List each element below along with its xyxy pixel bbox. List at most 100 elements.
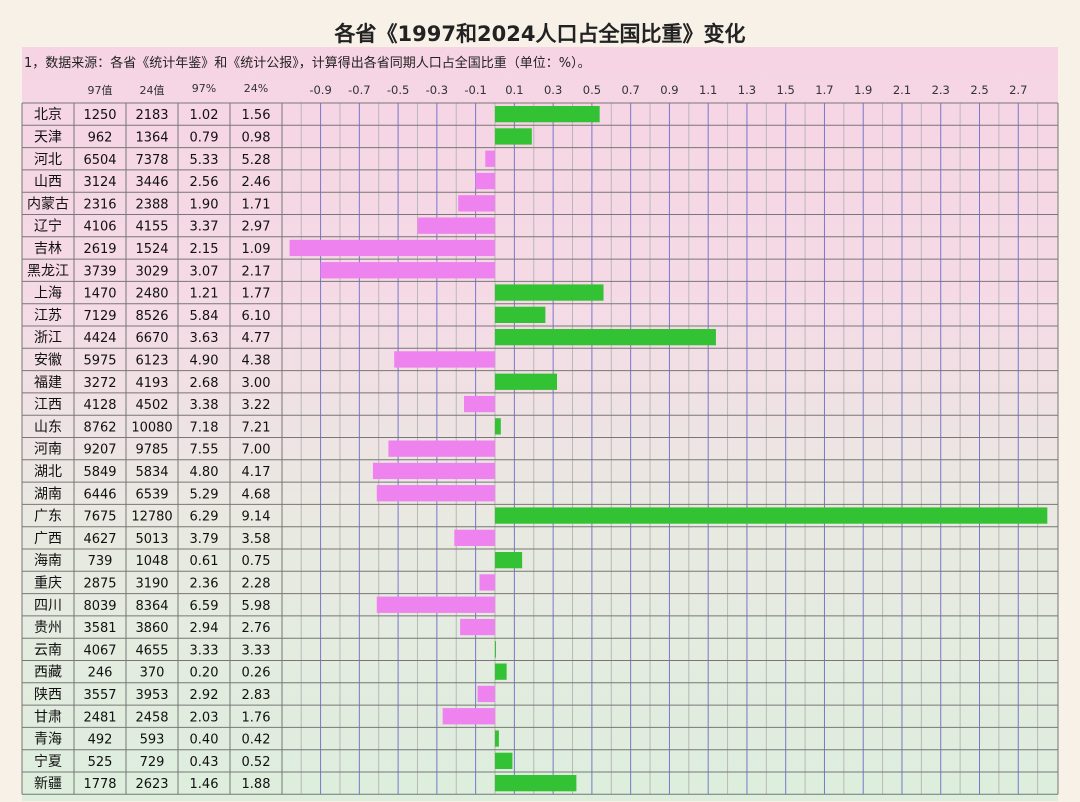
cell-p97: 3.37 bbox=[190, 220, 219, 235]
header-p24: 24% bbox=[243, 82, 269, 95]
cell-v97: 4424 bbox=[83, 331, 116, 346]
cell-v24: 4155 bbox=[135, 220, 168, 235]
cell-p24: 1.56 bbox=[242, 108, 271, 123]
bar-江苏 bbox=[495, 306, 546, 323]
cell-p24: 0.52 bbox=[242, 755, 271, 770]
cell-v97: 3739 bbox=[83, 264, 116, 279]
cell-v24: 3953 bbox=[135, 688, 168, 703]
cell-v24: 4502 bbox=[135, 398, 168, 413]
cell-v24: 3860 bbox=[135, 621, 168, 636]
cell-v97: 739 bbox=[88, 554, 113, 569]
cell-v97: 8039 bbox=[83, 599, 116, 614]
cell-v24: 8526 bbox=[135, 309, 168, 324]
chart-panel bbox=[22, 47, 1058, 801]
cell-p24: 3.58 bbox=[242, 532, 271, 547]
x-tick-label: 1.1 bbox=[699, 83, 717, 97]
cell-p24: 3.33 bbox=[242, 643, 271, 658]
cell-p97: 2.68 bbox=[190, 376, 219, 391]
cell-p97: 3.38 bbox=[190, 398, 219, 413]
source-note: 1，数据来源：各省《统计年鉴》和《统计公报》，计算得出各省同期人口占全国比重（单… bbox=[24, 56, 591, 71]
x-tick-label: -0.1 bbox=[464, 83, 486, 97]
bar-内蒙古 bbox=[458, 195, 495, 212]
header-p97: 97% bbox=[191, 82, 217, 95]
province-name: 江西 bbox=[34, 397, 62, 413]
cell-p97: 2.36 bbox=[190, 576, 219, 591]
cell-p24: 4.38 bbox=[242, 353, 271, 368]
cell-v97: 4106 bbox=[83, 220, 116, 235]
cell-p24: 1.71 bbox=[242, 197, 271, 212]
cell-p24: 2.76 bbox=[242, 621, 271, 636]
cell-v24: 12780 bbox=[131, 510, 172, 525]
cell-p97: 2.03 bbox=[190, 710, 219, 725]
cell-p24: 4.77 bbox=[242, 331, 271, 346]
cell-v24: 1364 bbox=[135, 130, 168, 145]
province-name: 湖北 bbox=[34, 464, 62, 480]
cell-v24: 729 bbox=[140, 755, 165, 770]
bar-陕西 bbox=[477, 685, 495, 703]
cell-p97: 2.56 bbox=[190, 175, 219, 190]
bar-北京 bbox=[495, 106, 600, 123]
x-tick-label: 0.7 bbox=[622, 83, 640, 97]
cell-p24: 0.75 bbox=[242, 554, 271, 569]
bar-西藏 bbox=[495, 663, 507, 680]
cell-p97: 1.02 bbox=[190, 108, 219, 123]
province-name: 云南 bbox=[34, 642, 62, 658]
bar-辽宁 bbox=[417, 217, 495, 234]
cell-p24: 6.10 bbox=[242, 309, 271, 324]
x-tick-label: -0.3 bbox=[426, 83, 448, 97]
x-tick-label: -0.5 bbox=[387, 83, 409, 97]
province-name: 湖南 bbox=[34, 486, 62, 502]
bar-安徽 bbox=[394, 351, 495, 368]
cell-p97: 0.40 bbox=[190, 733, 219, 748]
cell-v24: 3029 bbox=[135, 264, 168, 279]
province-name: 浙江 bbox=[34, 330, 62, 346]
bar-湖南 bbox=[376, 485, 495, 502]
cell-v24: 4655 bbox=[135, 643, 168, 658]
cell-v97: 6504 bbox=[83, 153, 116, 168]
bar-浙江 bbox=[495, 329, 716, 346]
cell-v24: 3190 bbox=[135, 576, 168, 591]
cell-v97: 1250 bbox=[83, 108, 116, 123]
cell-v24: 370 bbox=[140, 666, 165, 681]
cell-v24: 9785 bbox=[135, 443, 168, 458]
cell-p24: 0.98 bbox=[242, 130, 271, 145]
province-name: 辽宁 bbox=[34, 218, 62, 235]
cell-v24: 10080 bbox=[131, 420, 172, 435]
province-name: 广西 bbox=[34, 531, 62, 547]
cell-v97: 3272 bbox=[83, 376, 116, 391]
cell-p24: 3.00 bbox=[242, 376, 271, 391]
cell-v97: 8762 bbox=[83, 420, 116, 435]
x-tick-label: 0.5 bbox=[583, 83, 601, 97]
cell-v24: 1524 bbox=[135, 242, 168, 257]
cell-p97: 0.43 bbox=[190, 755, 219, 770]
bar-重庆 bbox=[479, 574, 495, 591]
cell-p97: 6.29 bbox=[190, 510, 219, 525]
cell-p97: 6.59 bbox=[190, 599, 219, 614]
cell-p97: 5.33 bbox=[190, 153, 219, 168]
province-name: 黑龙江 bbox=[27, 263, 69, 279]
cell-v97: 1778 bbox=[83, 777, 116, 792]
x-tick-label: -0.7 bbox=[348, 83, 370, 97]
cell-p97: 3.07 bbox=[190, 264, 219, 279]
cell-p24: 0.26 bbox=[242, 666, 271, 681]
cell-p24: 1.76 bbox=[242, 710, 271, 725]
cell-p24: 5.98 bbox=[242, 599, 271, 614]
cell-v24: 6123 bbox=[135, 353, 168, 368]
bar-甘肃 bbox=[442, 708, 495, 725]
cell-p24: 7.00 bbox=[242, 443, 271, 458]
cell-p97: 2.92 bbox=[190, 688, 219, 703]
bar-天津 bbox=[495, 128, 532, 145]
province-name: 上海 bbox=[34, 286, 62, 302]
cell-v97: 6446 bbox=[83, 487, 116, 502]
cell-v97: 5849 bbox=[83, 465, 116, 480]
bar-江西 bbox=[463, 395, 495, 413]
cell-v97: 525 bbox=[88, 755, 113, 770]
province-name: 陕西 bbox=[34, 687, 62, 703]
province-name: 西藏 bbox=[34, 665, 62, 681]
cell-p97: 3.63 bbox=[190, 331, 219, 346]
bar-新疆 bbox=[495, 775, 577, 792]
cell-p97: 1.90 bbox=[190, 197, 219, 212]
bar-吉林 bbox=[289, 239, 495, 257]
x-tick-label: 0.1 bbox=[505, 83, 523, 97]
